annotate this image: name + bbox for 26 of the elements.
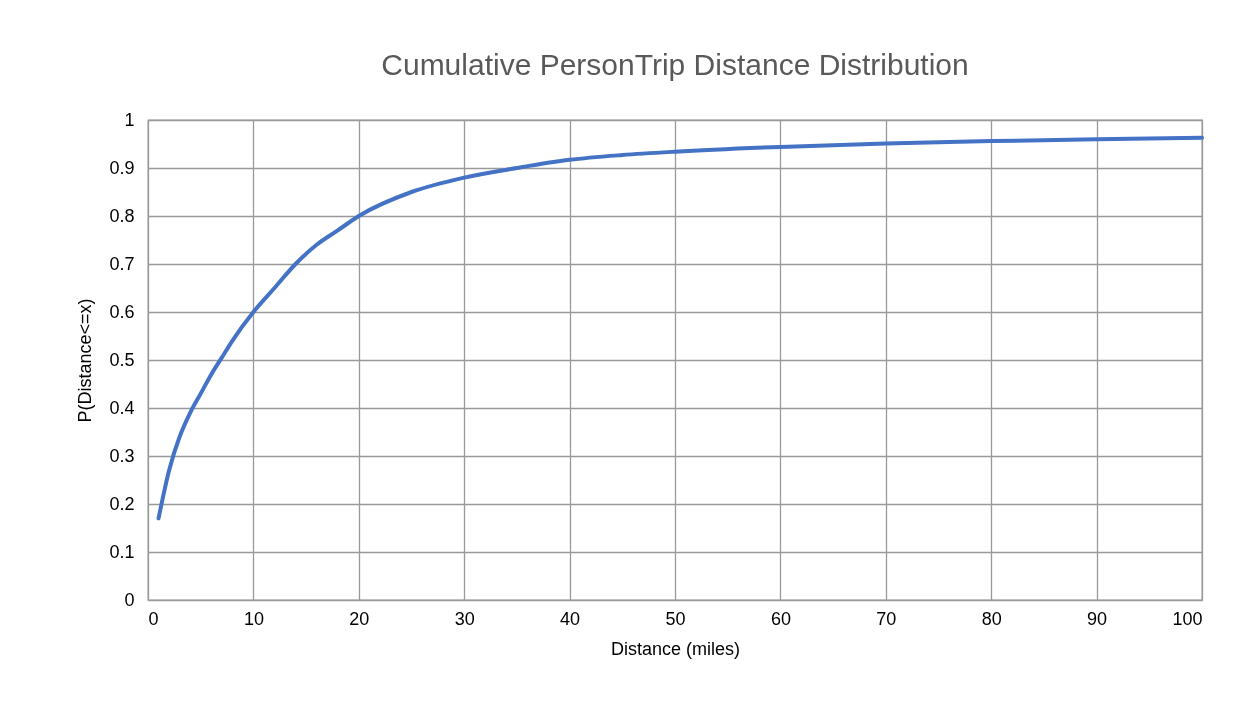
y-axis-title: P(Distance<=x) (75, 298, 96, 423)
y-tick-label: 0.5 (109, 349, 135, 370)
x-tick-label: 40 (560, 608, 581, 629)
line-series (156, 135, 1204, 521)
y-tick-label: 0.1 (109, 541, 135, 562)
y-tick-label: 0.9 (109, 157, 135, 178)
y-tick-label: 0.3 (109, 445, 135, 466)
x-tick-label: 70 (876, 608, 897, 629)
x-tick-label: 10 (243, 608, 264, 629)
x-tick-label: 50 (665, 608, 686, 629)
x-tick-label: 80 (981, 608, 1002, 629)
y-tick-label: 0.7 (109, 253, 135, 274)
x-tick-label: 30 (454, 608, 475, 629)
y-tick-label: 0 (124, 589, 135, 610)
y-tick-label: 0.6 (109, 301, 135, 322)
y-tick-label: 0.4 (109, 397, 135, 418)
x-tick-label: 100 (1172, 608, 1203, 629)
x-tick-label: 90 (1087, 608, 1108, 629)
x-tick-label: 20 (349, 608, 370, 629)
y-tick-label: 1 (124, 109, 135, 130)
x-tick-label: 60 (770, 608, 791, 629)
y-tick-label: 0.8 (109, 205, 135, 226)
x-axis-title: Distance (miles) (610, 638, 741, 659)
y-tick-label: 0.2 (109, 493, 135, 514)
x-tick-label: 0 (148, 608, 159, 629)
chart-title: Cumulative PersonTrip Distance Distribution (381, 48, 969, 81)
